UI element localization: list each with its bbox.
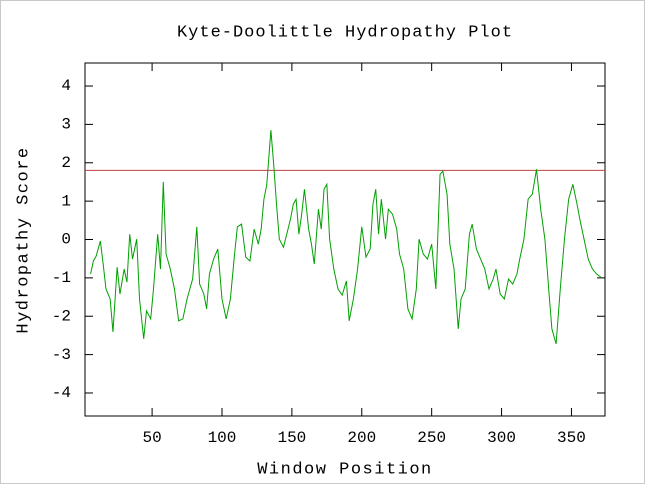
x-tick-label: 250 [417,429,446,447]
y-axis-label: Hydropathy Score [14,146,33,333]
data-line [90,130,602,345]
y-tick-label: -4 [52,384,71,402]
x-tick-label: 300 [487,429,516,447]
y-tick-label: 3 [61,116,71,134]
y-tick-label: 4 [61,77,71,95]
y-tick-label: 2 [61,154,71,172]
y-tick-label: -2 [52,307,71,325]
x-tick-label: 50 [142,429,161,447]
x-tick-label: 100 [208,429,237,447]
x-tick-label: 200 [347,429,376,447]
y-tick-label: -1 [52,269,71,287]
y-tick-label: -3 [52,346,71,364]
x-tick-label: 150 [277,429,306,447]
y-tick-label: 0 [61,231,71,249]
x-axis-label: Window Position [257,460,433,479]
chart-title: Kyte-Doolittle Hydropathy Plot [177,23,513,42]
x-tick-label: 350 [557,429,586,447]
y-tick-label: 1 [61,192,71,210]
